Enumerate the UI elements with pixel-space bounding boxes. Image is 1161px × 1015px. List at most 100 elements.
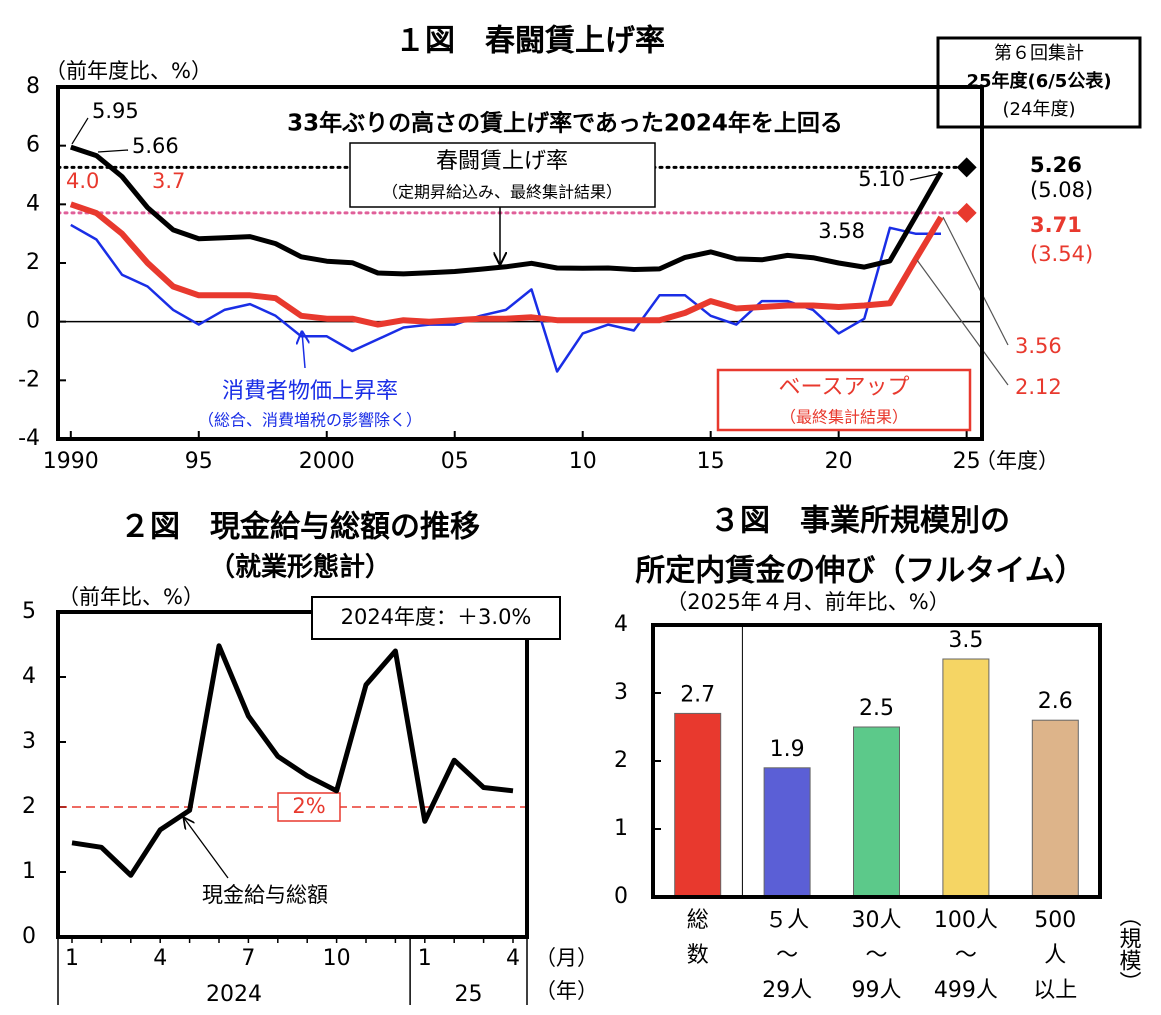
- value-label: 1.9: [770, 737, 805, 762]
- y-tick-label: 0: [26, 309, 40, 334]
- series-line: [71, 643, 514, 878]
- x-tick-label: 数: [687, 943, 709, 968]
- x-tick-label: 29人: [762, 978, 812, 1003]
- y-tick-label: 4: [26, 191, 40, 216]
- bar: [942, 658, 990, 898]
- x-tick-label: 人: [1044, 943, 1066, 968]
- y-axis-label: （前年度比、%）: [45, 59, 212, 83]
- series-note: （総合、消費増税の影響除く）: [198, 411, 422, 430]
- series-line: [69, 201, 944, 328]
- x-tick-label: 総: [687, 908, 709, 933]
- series-note: （定期昇給込み、最終集計結果）: [382, 183, 622, 202]
- latest-marker: [956, 157, 977, 178]
- value-label: 2.7: [680, 682, 715, 707]
- x-tick-label: 500: [1034, 908, 1076, 933]
- label-leader: [916, 259, 1009, 386]
- x-tick-label: 10: [323, 946, 351, 971]
- y-tick-label: 5: [22, 599, 36, 624]
- y-tick-label: 0: [614, 884, 628, 909]
- x-tick-label: 15: [697, 449, 725, 474]
- series-name: 消費者物価上昇率: [222, 379, 398, 404]
- series-name: ベースアップ: [779, 375, 910, 400]
- x-tick-label: 95: [185, 449, 213, 474]
- value-label: 2.12: [1015, 375, 1062, 399]
- value-label: 4.0: [66, 169, 99, 193]
- info-box: [936, 36, 1142, 129]
- value-label: 2.6: [1038, 689, 1073, 714]
- info-box-line: 第６回集計: [994, 43, 1084, 64]
- y-tick-label: 4: [22, 664, 36, 689]
- y-tick-label: -2: [18, 367, 40, 392]
- value-label: 2.5: [859, 696, 894, 721]
- x-tick-label: 499人: [934, 978, 998, 1003]
- plot-frame: [56, 85, 984, 441]
- info-box: [311, 596, 561, 640]
- y-tick-label: 1: [614, 816, 628, 841]
- value-label: 3.58: [818, 219, 865, 243]
- reference-label-box: [277, 792, 341, 822]
- value-label: 5.95: [92, 99, 139, 123]
- series-label-box: [349, 142, 656, 208]
- x-tick-label: 25: [953, 449, 981, 474]
- y-tick-label: 2: [26, 250, 40, 275]
- x-tick-label: 1: [65, 946, 79, 971]
- label-leader: [909, 173, 939, 181]
- x-axis-label: （年度）: [975, 449, 1059, 473]
- y-tick-label: 0: [22, 924, 36, 949]
- y-axis-label: （前年比、%）: [58, 585, 204, 609]
- value-label: 3.5: [948, 628, 983, 653]
- series-label-arrow: [184, 818, 229, 879]
- value-label: 5.66: [132, 134, 179, 158]
- info-box-line: (24年度): [1003, 99, 1076, 120]
- x-tick-label: ～: [776, 943, 798, 968]
- y-tick-label: 3: [614, 680, 628, 705]
- y-tick-label: -4: [18, 426, 40, 451]
- y-tick-label: 3: [22, 729, 36, 754]
- label-leader: [97, 149, 129, 153]
- bar: [1031, 719, 1079, 898]
- info-box-text: 2024年度：＋3.0%: [341, 605, 532, 629]
- chart-subtitle: （就業形態計）: [209, 552, 391, 583]
- bar: [763, 767, 811, 898]
- y-tick-label: 8: [26, 74, 40, 99]
- latest-prev-label: (3.54): [1030, 242, 1093, 266]
- bar: [853, 726, 900, 898]
- x-tick-label: 2000: [299, 449, 355, 474]
- reference-label: 2%: [292, 794, 325, 818]
- info-box-line: 25年度(6/5公表): [966, 70, 1111, 92]
- y-tick-label: 6: [26, 133, 40, 158]
- y-tick-label: 2: [22, 794, 36, 819]
- latest-value-label: 5.26: [1030, 153, 1082, 177]
- value-label: 3.56: [1015, 334, 1062, 358]
- chart-title: 所定内賃金の伸び（フルタイム）: [635, 554, 1084, 589]
- y-tick-label: 4: [614, 612, 628, 637]
- latest-marker: [956, 202, 977, 223]
- x-tick-label: ～: [955, 943, 977, 968]
- series-label-arrow: [302, 332, 305, 369]
- chart-title: １図 春闘賃上げ率: [395, 24, 665, 59]
- x-tick-label: 30人: [852, 908, 902, 933]
- value-label: 5.10: [858, 167, 905, 191]
- x-tick-label: ～: [865, 943, 887, 968]
- x-axis-label: （月）: [535, 946, 598, 970]
- series-line: [70, 144, 944, 277]
- y-tick-label: 1: [22, 859, 36, 884]
- x-tick-label: 05: [441, 449, 469, 474]
- value-label: 3.7: [152, 169, 185, 193]
- x-tick-label: 100人: [934, 908, 998, 933]
- x-tick-label: ５人: [765, 908, 809, 933]
- latest-value-label: 3.71: [1030, 213, 1082, 237]
- series-name: 春闘賃上げ率: [436, 149, 568, 174]
- annotation: 33年ぶりの高さの賃上げ率であった2024年を上回る: [287, 110, 843, 137]
- group-label: 2024: [206, 982, 262, 1007]
- x-tick-label: 1: [418, 946, 432, 971]
- x-tick-label: 99人: [852, 978, 902, 1003]
- series-note: （最終集計結果）: [780, 408, 908, 427]
- x-tick-label: 1990: [43, 449, 99, 474]
- label-leader: [942, 216, 1009, 346]
- x-tick-label: 7: [241, 946, 255, 971]
- chart-title: ２図 現金給与総額の推移: [120, 510, 480, 545]
- series-name: 現金給与総額: [202, 883, 328, 907]
